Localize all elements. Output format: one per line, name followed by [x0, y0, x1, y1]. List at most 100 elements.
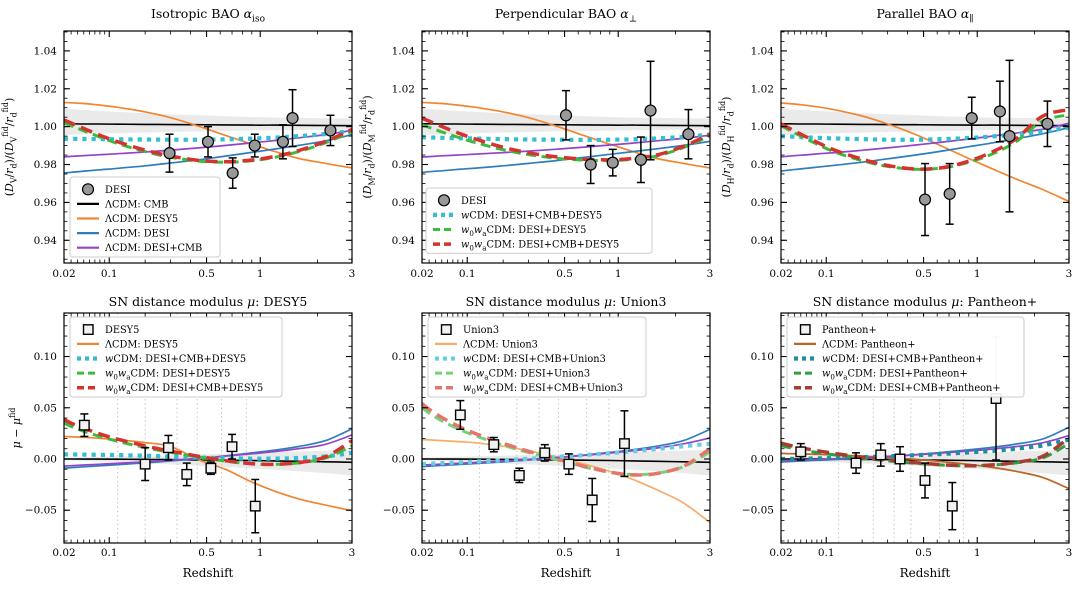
legend-label: w0waCDM: DESI+CMB+Union3	[463, 383, 623, 396]
panel-bao-par: 0.02 0.1 0.5 1 3 0.94 0.96 0.98 1.00 1.02 1.04 Para…	[718, 6, 1072, 280]
x-axis-label: Redshift	[541, 566, 592, 580]
data-points-Union3	[455, 399, 631, 523]
y-tick-label: 0.00	[34, 453, 57, 465]
legend: Pantheon+ ΛCDM: Pantheon+ wCDM: DESI+CMB+P…	[786, 316, 1025, 398]
data-point	[965, 112, 978, 125]
legend-marker-circle	[81, 183, 95, 196]
curve-lcdm-cmb	[63, 123, 352, 127]
data-point	[286, 112, 299, 125]
panel-sn-union3: 0.02 0.1 0.5 1 3 −0.05 0.00 0.05 0.10 SN distance…	[383, 295, 713, 580]
legend-label: wCDM: DESI+CMB+Union3	[463, 354, 606, 365]
x-tick-label: 0.02	[411, 547, 434, 559]
x-tick-label: 0.1	[459, 268, 476, 280]
data-point	[584, 158, 598, 171]
data-point	[139, 458, 151, 470]
axes-frame: 0.02 0.1 0.5 1 3 −0.05 0.00 0.05 0.10	[742, 312, 1072, 559]
x-tick-label: 3	[349, 268, 356, 280]
legend-label: ΛCDM: DESY5	[104, 214, 178, 225]
y-tick-label: 0.00	[750, 453, 773, 465]
x-tick-label: 3	[349, 547, 356, 559]
x-tick-label: 1	[974, 268, 981, 280]
y-tick-label: 0.05	[392, 402, 415, 414]
y-tick-label: 0.98	[392, 159, 415, 171]
plot-area-bao-iso	[63, 88, 352, 189]
panel-title: SN distance modulus μ: Pantheon+	[812, 295, 1037, 309]
x-tick-label: 0.1	[459, 547, 476, 559]
data-point	[619, 438, 631, 450]
x-tick-label: 0.02	[411, 268, 434, 280]
x-tick-label: 3	[1065, 547, 1072, 559]
panel-title: Parallel BAO α∥	[876, 6, 973, 25]
x-tick-label: 0.1	[818, 547, 835, 559]
data-point	[794, 446, 806, 458]
y-tick-label: 1.02	[392, 83, 415, 95]
legend-label: w0waCDM: DESI+CMB+DESY5	[105, 383, 263, 396]
legend: DESI ΛCDM: CMB ΛCDM: DESY5 ΛCDM: DESI ΛCDM: …	[69, 176, 221, 258]
panel-bao-iso: 0.02 0.1 0.5 1 3 0.94 0.96 0.98 1.00 1.02 1.04 Isot…	[1, 6, 356, 280]
curve-lcdm-desy5	[63, 101, 352, 169]
data-points-DESY5	[78, 413, 261, 534]
data-point	[563, 458, 575, 470]
panel-sn-pantheon: 0.02 0.1 0.5 1 3 −0.05 0.00 0.05 0.10 SN distance…	[742, 295, 1072, 580]
legend-label: ΛCDM: DESI	[104, 229, 169, 240]
curve-w0wa-desi-cmb-desy5	[63, 118, 352, 164]
data-point	[539, 447, 551, 459]
data-point	[682, 128, 695, 141]
data-point	[874, 449, 886, 461]
y-tick-label: 0.00	[392, 453, 415, 465]
curve-w0wa-desi-cmb-desy5	[422, 116, 711, 162]
data-point	[560, 109, 573, 122]
legend: DESI wCDM: DESI+CMB+DESY5 w0waCDM: DESI+DE…	[425, 187, 653, 254]
y-tick-label: 0.05	[34, 402, 57, 414]
legend-label: DESI	[461, 196, 487, 207]
data-point	[1040, 117, 1054, 130]
legend-label: Pantheon+	[822, 325, 877, 336]
legend: DESY5 ΛCDM: DESY5 wCDM: DESI+CMB+DESY5 w0wa…	[69, 316, 283, 398]
data-point	[249, 500, 261, 512]
y-axis-label: μ − μfid	[8, 408, 23, 449]
x-tick-label: 0.02	[52, 547, 75, 559]
y-tick-label: 1.00	[750, 121, 773, 133]
legend-label: w0waCDM: DESI+DESY5	[105, 369, 230, 382]
data-point	[163, 147, 176, 160]
curve-wcdm-desi-cmb-desy5	[63, 128, 352, 142]
curve-wcdm-desi-cmb-desy5	[422, 132, 711, 143]
y-tick-label: 1.00	[34, 121, 57, 133]
plot-area-bao-par	[780, 59, 1069, 237]
x-axis-label: Redshift	[183, 566, 234, 580]
data-point	[248, 139, 261, 152]
legend-label: wCDM: DESI+CMB+Pantheon+	[822, 354, 983, 365]
curve-lcdm-desi-cmb	[63, 434, 352, 468]
x-tick-label: 1	[257, 268, 264, 280]
data-point	[1003, 130, 1016, 143]
curve-lcdm-desi	[422, 140, 711, 174]
y-tick-label: 0.98	[750, 159, 773, 171]
y-tick-label: −0.05	[742, 505, 774, 517]
legend-label: w0waCDM: DESI+Union3	[463, 369, 590, 382]
x-tick-label: 0.5	[557, 547, 574, 559]
x-tick-label: 0.5	[915, 547, 932, 559]
y-tick-label: 0.96	[34, 197, 58, 209]
data-point	[181, 468, 193, 480]
legend-marker-square	[799, 324, 811, 336]
data-point	[488, 439, 500, 451]
data-point	[276, 135, 290, 148]
y-tick-label: 1.02	[34, 83, 57, 95]
y-tick-label: 1.04	[34, 45, 58, 57]
plot-area-sn-union3	[422, 313, 711, 543]
legend-label: Union3	[463, 325, 499, 336]
y-axis-label: (DM/rd)/(DMfid/rdfid)	[359, 95, 376, 198]
x-tick-label: 0.1	[101, 268, 118, 280]
data-point	[993, 105, 1006, 118]
legend-label: wCDM: DESI+CMB+DESY5	[105, 354, 246, 365]
plot-area-sn-desy5	[63, 313, 352, 543]
x-tick-label: 1	[974, 547, 981, 559]
legend-marker-square	[82, 324, 94, 336]
data-point	[162, 442, 174, 454]
y-tick-label: 0.94	[392, 235, 416, 247]
panel-title: Perpendicular BAO α⊥	[495, 6, 637, 25]
curve-wcdm-desi-cmb-desy5	[63, 450, 352, 461]
x-tick-label: 0.1	[101, 547, 118, 559]
data-point	[226, 166, 239, 180]
